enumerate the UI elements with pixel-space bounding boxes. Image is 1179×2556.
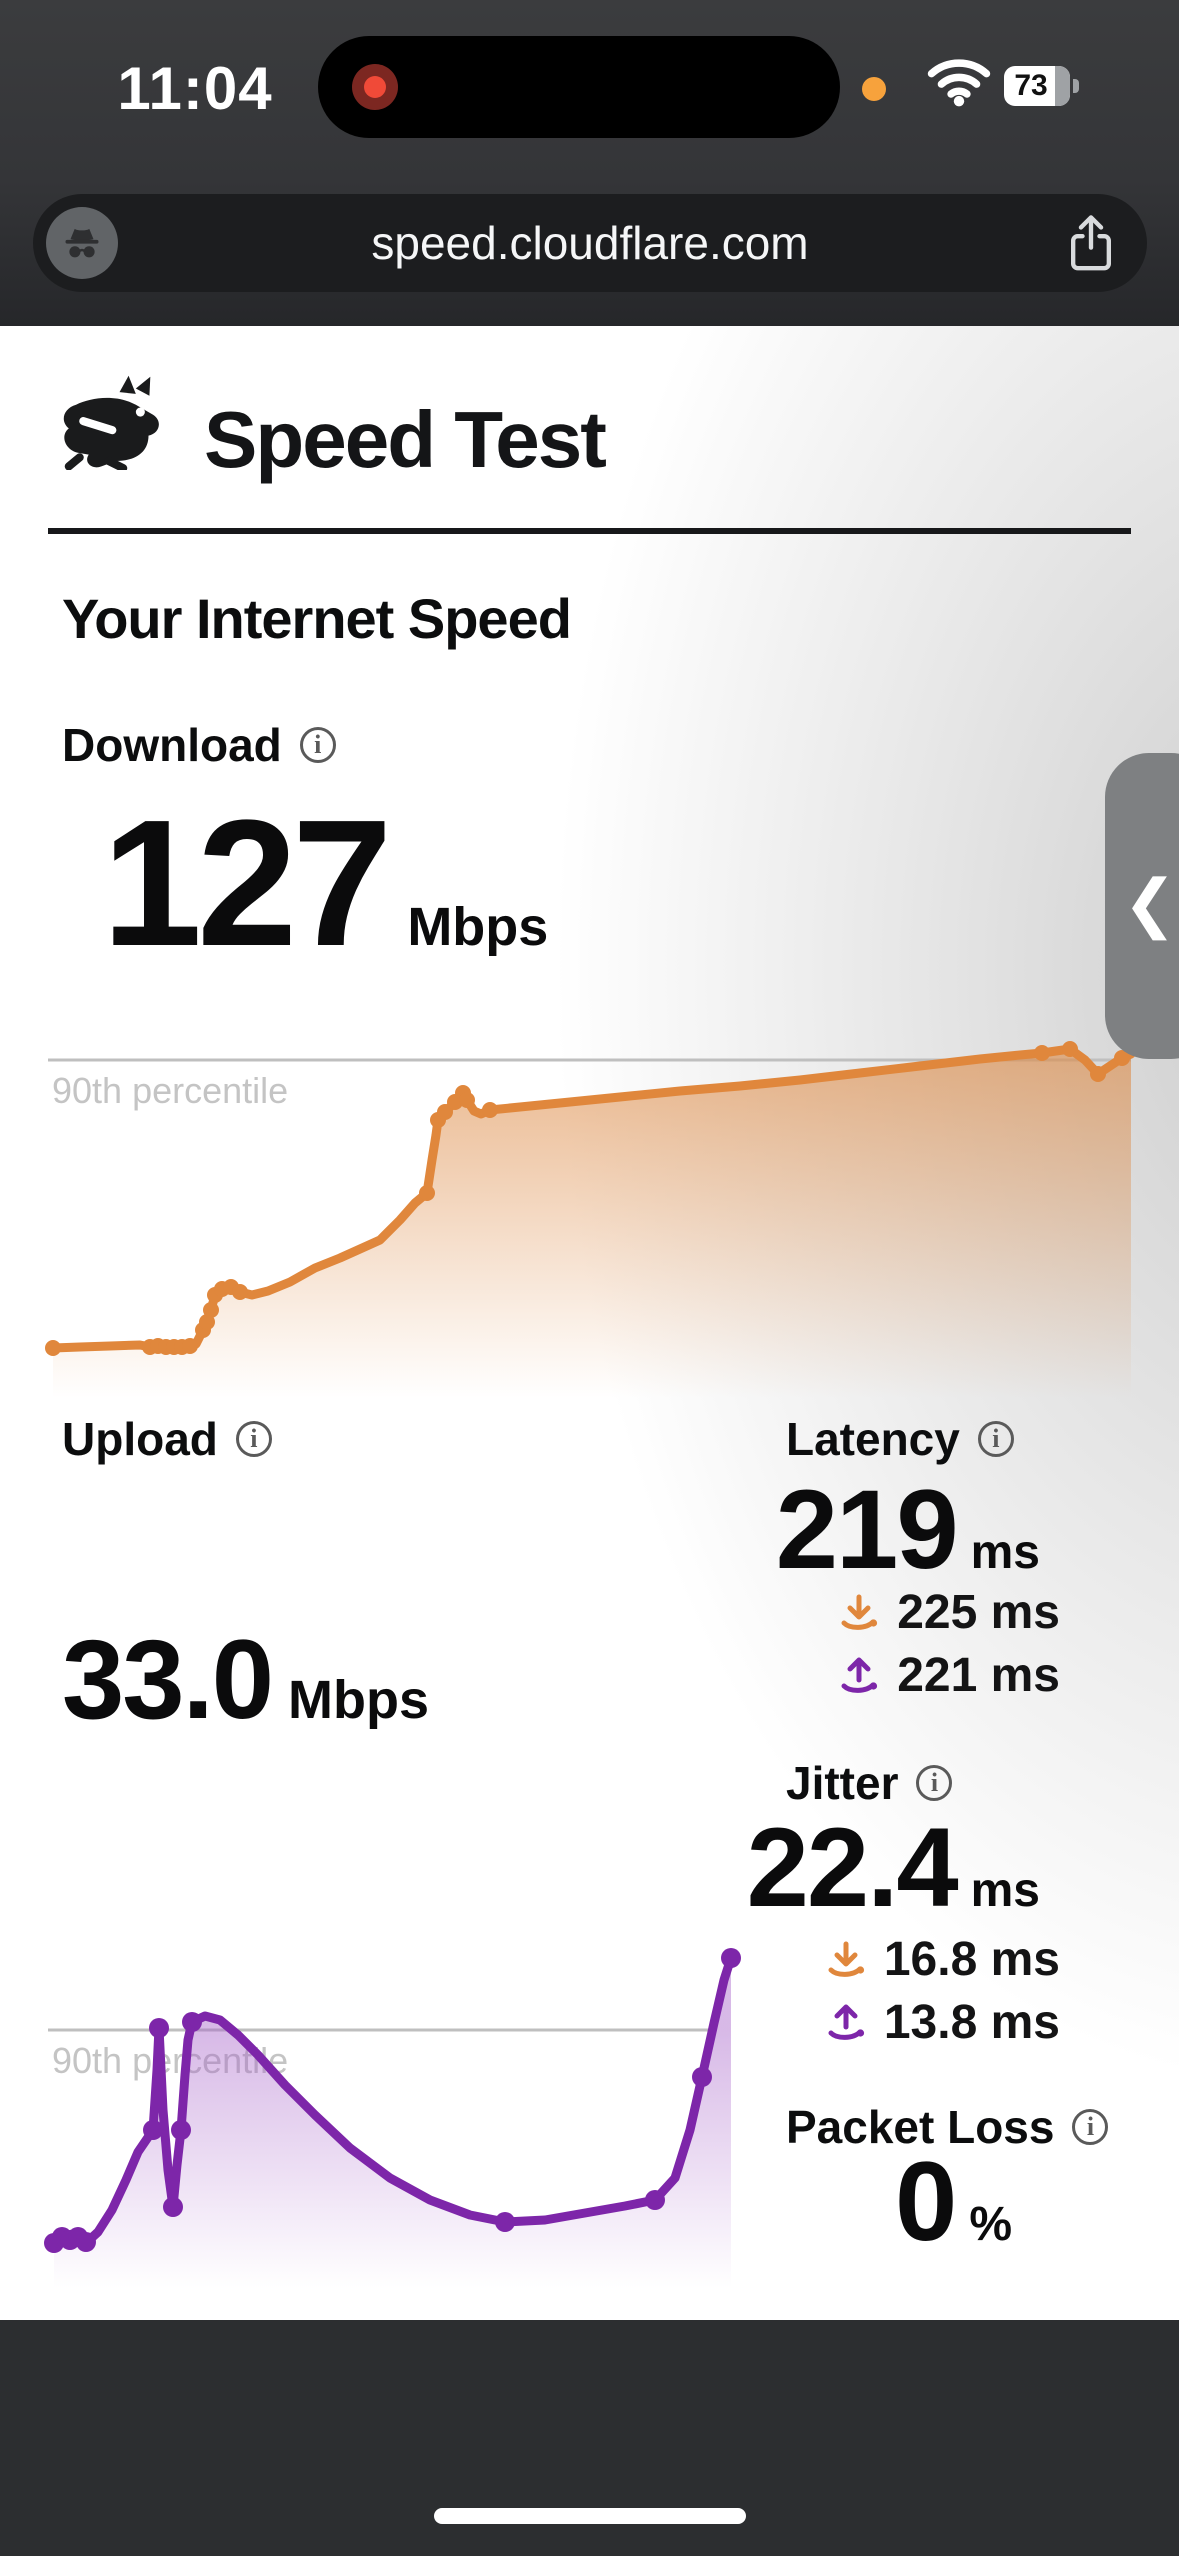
download-unit: Mbps xyxy=(407,897,549,957)
latency-label: Latency xyxy=(786,1413,960,1465)
incognito-button[interactable] xyxy=(46,207,118,279)
wifi-icon xyxy=(926,58,992,113)
jitter-unit: ms xyxy=(970,1864,1040,1917)
status-and-url-header: 11:04 73 speed.cloudflare.com xyxy=(0,0,1179,326)
jitter-upload-value: 13.8 ms xyxy=(883,1996,1060,2049)
jitter-download-row: 16.8 ms xyxy=(824,1932,1060,1987)
jitter-label: Jitter xyxy=(786,1757,899,1809)
download-label-row: Download i xyxy=(62,718,336,772)
battery-percent: 73 xyxy=(1014,69,1048,102)
url-text[interactable]: speed.cloudflare.com xyxy=(371,217,809,269)
jitter-value: 22.4 xyxy=(746,1805,959,1930)
jitter-info-icon[interactable]: i xyxy=(916,1765,953,1801)
packet-loss-unit: % xyxy=(969,2198,1012,2251)
latency-upload-row: 221 ms xyxy=(837,1648,1060,1703)
upload-info-icon[interactable]: i xyxy=(235,1421,272,1457)
page-title: Speed Test xyxy=(204,395,607,484)
title-divider xyxy=(48,528,1131,534)
status-time: 11:04 xyxy=(117,55,273,122)
mic-in-use-icon xyxy=(862,77,886,101)
latency-unit: ms xyxy=(970,1526,1040,1579)
packet-loss-label: Packet Loss xyxy=(786,2101,1055,2153)
share-icon xyxy=(1071,215,1111,271)
upload-label: Upload xyxy=(62,1413,218,1465)
latency-value-row: 219 ms xyxy=(776,1474,1040,1586)
latency-info-icon[interactable]: i xyxy=(977,1421,1014,1457)
section-heading: Your Internet Speed xyxy=(62,587,572,650)
download-value: 127 xyxy=(102,783,392,984)
jitter-upload-row: 13.8 ms xyxy=(824,1995,1060,2050)
download-percentile-label: 90th percentile xyxy=(52,1070,289,1111)
cloudflare-speed-rabbit-icon xyxy=(56,374,174,475)
download-tray-icon xyxy=(841,1594,878,1630)
battery-empty-segment xyxy=(1055,66,1070,106)
latency-download-value: 225 ms xyxy=(897,1586,1060,1639)
download-label: Download xyxy=(62,719,282,771)
home-indicator[interactable] xyxy=(434,2508,746,2524)
battery-icon: 73 xyxy=(1004,66,1070,106)
download-tray-icon xyxy=(828,1941,864,1977)
screen-recording-dot-icon xyxy=(364,76,386,98)
url-bar[interactable]: speed.cloudflare.com xyxy=(33,194,1147,292)
side-drawer-handle[interactable]: ❮ xyxy=(1105,753,1179,1059)
chevron-left-icon: ❮ xyxy=(1123,867,1177,939)
latency-upload-value: 221 ms xyxy=(897,1649,1060,1702)
latency-value: 219 xyxy=(775,1467,959,1592)
upload-value: 33.0 xyxy=(62,1617,274,1742)
jitter-label-row: Jitter i xyxy=(786,1756,953,1810)
jitter-download-value: 16.8 ms xyxy=(883,1933,1060,1986)
download-info-icon[interactable]: i xyxy=(299,727,336,763)
jitter-value-row: 22.4 ms xyxy=(747,1812,1040,1924)
share-button[interactable] xyxy=(1063,211,1119,275)
battery-nub xyxy=(1073,79,1079,93)
incognito-icon xyxy=(65,228,99,258)
latency-label-row: Latency i xyxy=(786,1412,1014,1466)
download-value-row: 127 Mbps xyxy=(102,794,548,974)
upload-tray-icon xyxy=(828,2004,864,2040)
upload-value-row: 33.0 Mbps xyxy=(62,1624,429,1736)
packet-loss-value: 0 xyxy=(895,2139,957,2264)
upload-label-row: Upload i xyxy=(62,1412,272,1466)
upload-tray-icon xyxy=(841,1657,878,1693)
upload-unit: Mbps xyxy=(287,1670,429,1730)
latency-download-row: 225 ms xyxy=(837,1585,1060,1640)
dynamic-island[interactable] xyxy=(318,36,840,138)
packet-loss-label-row: Packet Loss i xyxy=(786,2100,1109,2154)
packet-loss-info-icon[interactable]: i xyxy=(1072,2109,1109,2145)
upload-percentile-label: 90th percentile xyxy=(52,2040,289,2081)
packet-loss-value-row: 0 % xyxy=(895,2146,1012,2258)
